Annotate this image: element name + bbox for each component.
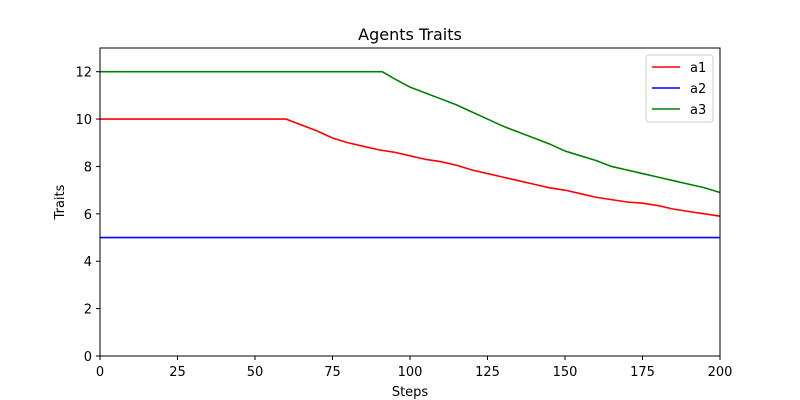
- series-line-a3: [100, 70, 721, 194]
- x-tick-label: 50: [247, 365, 264, 380]
- y-tick-label: 2: [84, 303, 92, 318]
- legend: a1 a2 a3: [645, 54, 714, 123]
- x-tick-label: 125: [475, 365, 500, 380]
- x-axis-label: Steps: [392, 385, 429, 400]
- y-tick-label: 12: [75, 66, 92, 81]
- chart-title: Agents Traits: [358, 25, 462, 44]
- y-axis-label: Traits: [53, 184, 68, 220]
- x-tick-label: 150: [553, 365, 578, 380]
- y-tick-label: 10: [75, 113, 92, 128]
- legend-label-a2: a2: [690, 82, 706, 97]
- x-tick-label: 75: [324, 365, 341, 380]
- y-tick-label: 0: [84, 350, 92, 365]
- legend-label-a3: a3: [690, 103, 706, 118]
- x-tick-label: 100: [398, 365, 423, 380]
- y-tick-label: 6: [84, 208, 92, 223]
- y-tick-label: 4: [84, 255, 92, 270]
- axes: 0 25 50 75 100 125 150 175 200 0 2 4 6 8 10 12: [75, 47, 733, 380]
- y-tick-label: 8: [84, 160, 92, 175]
- legend-label-a1: a1: [690, 61, 706, 76]
- x-tick-label: 200: [708, 365, 733, 380]
- x-tick-label: 0: [96, 365, 104, 380]
- x-tick-label: 25: [169, 365, 186, 380]
- series-line-a1: [100, 118, 721, 218]
- plot-area: [100, 70, 721, 239]
- x-tick-label: 175: [630, 365, 655, 380]
